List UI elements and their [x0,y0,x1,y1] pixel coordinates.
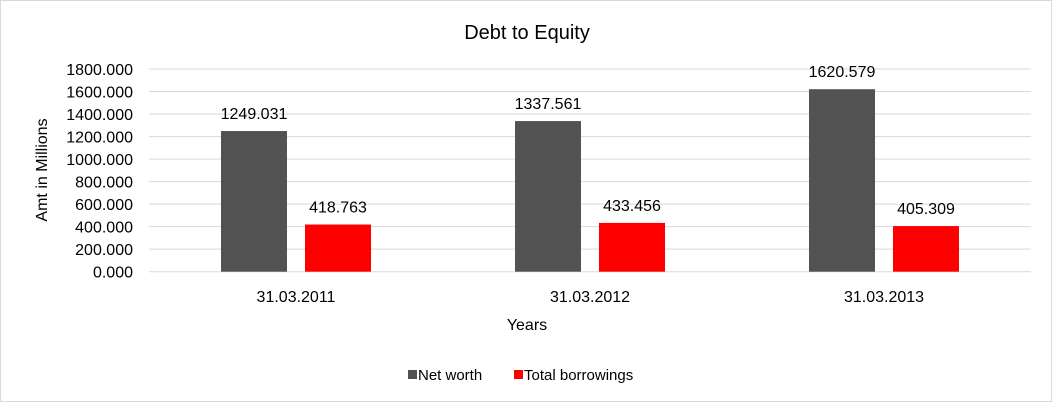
x-tick-label: 31.03.2012 [550,289,630,306]
bar-net-worth [809,89,875,272]
data-label: 418.763 [309,200,367,217]
x-axis-label: Years [507,317,547,334]
y-axis-label: Amt in Millions [34,118,51,221]
y-tick-label: 1000.000 [66,152,133,169]
data-label: 1620.579 [809,64,876,81]
y-tick-label: 1200.000 [66,130,133,147]
y-tick-label: 600.000 [75,197,133,214]
legend-label: Net worth [418,367,482,384]
y-tick-label: 200.000 [75,242,133,259]
y-tick-label: 1800.000 [66,62,133,79]
data-label: 405.309 [897,201,955,218]
x-tick-label: 31.03.2013 [844,289,924,306]
y-tick-label: 1600.000 [66,85,133,102]
bar-total-borrowings [305,224,371,272]
data-label: 433.456 [603,198,661,215]
bar-net-worth [515,121,581,272]
legend-label: Total borrowings [524,367,633,384]
y-tick-label: 800.000 [75,175,133,192]
y-tick-label: 0.000 [93,265,133,282]
bar-total-borrowings [599,222,665,272]
chart-title: Debt to Equity [464,22,590,44]
y-tick-label: 400.000 [75,220,133,237]
data-label: 1249.031 [221,106,288,123]
y-tick-label: 1400.000 [66,107,133,124]
bar-total-borrowings [893,226,959,272]
data-label: 1337.561 [515,96,582,113]
x-tick-label: 31.03.2011 [257,289,336,306]
bar-net-worth [221,131,287,272]
legend-swatch [408,370,417,379]
legend-swatch [514,370,523,379]
